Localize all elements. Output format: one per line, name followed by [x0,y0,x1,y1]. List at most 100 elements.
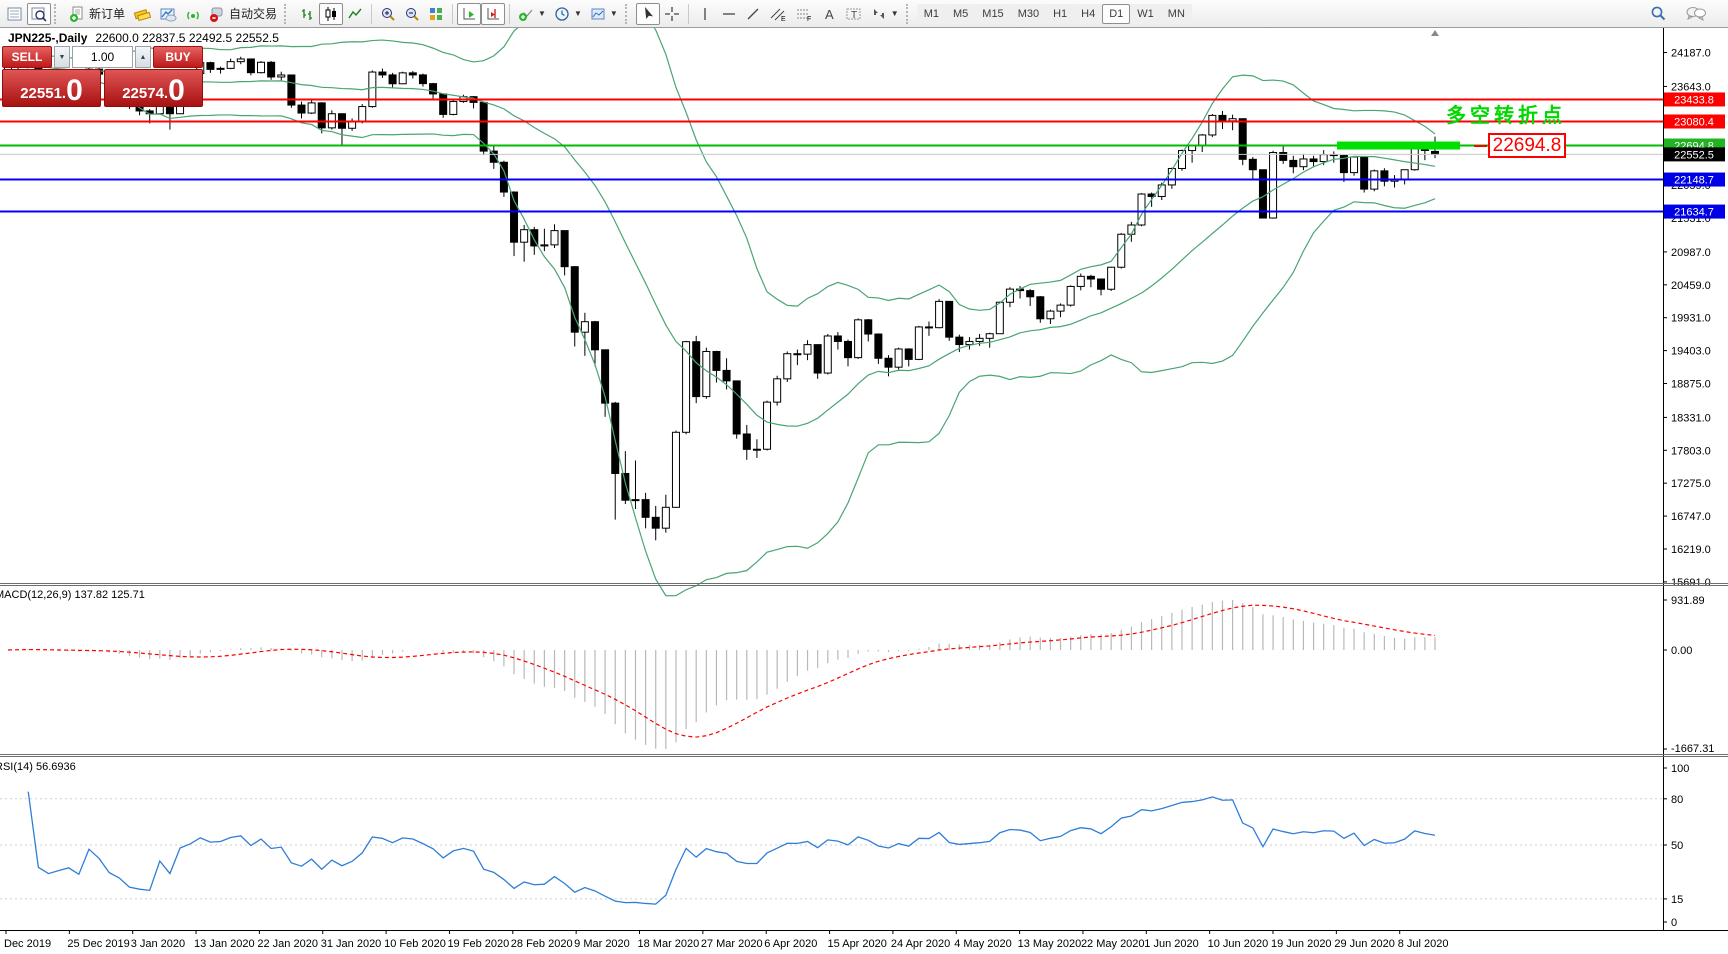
arrows-icon [873,8,884,19]
svg-text:0.00: 0.00 [1671,645,1692,657]
pane-splitters[interactable] [0,583,1728,931]
indicators-icon [519,9,533,21]
chart-shift-button[interactable] [481,2,506,25]
fibonacci-button[interactable]: F [791,3,817,25]
line-chart-button[interactable] [343,3,367,25]
svg-text:15 Apr 2020: 15 Apr 2020 [828,938,887,950]
svg-text:T: T [851,10,857,21]
svg-text:6 Apr 2020: 6 Apr 2020 [764,938,817,950]
text-button[interactable]: A [817,3,841,25]
date-axis[interactable]: Dec 2019 25 Dec 2019 3 Jan 2020 13 Jan 2020… [4,930,1448,950]
dropdown-caret-icon: ▼ [890,9,899,18]
highlight-bar[interactable] [1337,141,1460,150]
svg-text:9 Mar 2020: 9 Mar 2020 [574,938,630,950]
text-icon: A [825,7,834,22]
svg-text:100: 100 [1671,763,1689,775]
volume-decrease-button[interactable]: ▼ [54,46,70,68]
svg-text:18875.0: 18875.0 [1671,379,1711,391]
publish-button[interactable] [155,3,181,25]
timeframe-m30[interactable]: M30 [1010,3,1047,24]
candlestick-chart-icon [325,6,337,21]
price-callout-box[interactable]: 22694.8 [1488,133,1566,158]
vertical-line-icon [704,7,706,20]
price-axis[interactable]: 24187.023643.022059.021531.020987.020459… [1663,28,1725,930]
autotrading-label: 自动交易 [229,7,278,21]
sell-label: SELL [11,50,43,64]
timeframe-m15[interactable]: M15 [975,3,1011,24]
buy-button[interactable]: BUY [153,46,203,68]
svg-text:22552.5: 22552.5 [1674,149,1714,161]
spin-up-icon: ▲ [139,53,147,61]
toolbar-separator [371,3,373,24]
svg-text:20459.0: 20459.0 [1671,280,1711,292]
last-bar-marker-icon [1431,30,1439,36]
autotrading-icon [210,7,223,22]
search-button[interactable] [1646,3,1671,25]
text-label-button[interactable]: T [841,3,867,25]
price-badge [1664,204,1725,219]
price-badge [1664,147,1725,162]
sell-price-main: 22551. [20,85,67,102]
dropdown-caret-icon: ▼ [538,9,546,18]
price-badge [1664,92,1725,107]
arrows-button[interactable]: ▼ [867,3,903,25]
symbol-period-label: JPN225-,Daily [8,31,88,45]
toolbar-grip [54,3,60,24]
toolbar-grip [284,3,290,24]
templates-button[interactable]: ▼ [586,3,622,25]
timeframe-w1[interactable]: W1 [1130,3,1161,24]
charts-window-button[interactable] [3,3,27,25]
chart-cloud-icon [160,8,177,21]
bar-chart-icon [302,8,313,20]
svg-text:18331.0: 18331.0 [1671,412,1711,424]
cursor-arrow-icon [644,6,653,19]
deposit-button[interactable] [129,3,155,25]
cursor-button[interactable] [635,2,660,25]
callout-connector [1474,145,1487,147]
volume-input[interactable] [72,46,133,68]
timeframe-mn[interactable]: MN [1160,3,1192,24]
svg-text:21634.7: 21634.7 [1674,207,1714,219]
crosshair-button[interactable] [660,3,684,25]
zoom-in-icon [382,7,395,21]
svg-text:0: 0 [1671,917,1677,929]
timeframe-h4[interactable]: H4 [1074,3,1103,24]
timeframe-m1[interactable]: M1 [916,3,946,24]
volume-increase-button[interactable]: ▲ [135,46,151,68]
indicators-button[interactable]: ▼ [514,3,550,25]
timeframe-m5[interactable]: M5 [946,3,976,24]
svg-text:28 Feb 2020: 28 Feb 2020 [511,938,573,950]
chart-shift-icon [487,7,500,19]
horizontal-line-button[interactable] [717,3,741,25]
vertical-line-button[interactable] [693,3,717,25]
timeframe-h1[interactable]: H1 [1046,3,1075,24]
zoom-out-button[interactable] [400,3,424,25]
sell-price-display[interactable]: 22551. 0 [2,69,101,107]
spin-down-icon: ▼ [58,53,66,61]
tile-windows-button[interactable] [424,3,448,25]
bar-chart-button[interactable] [295,3,319,25]
buy-price-display[interactable]: 22574. 0 [104,69,203,107]
chat-button[interactable] [1681,3,1711,25]
horizontal-line-icon [722,12,735,15]
data-window-magnifier-icon [31,7,47,22]
periods-button[interactable]: ▼ [550,3,586,25]
trendline-button[interactable] [741,3,765,25]
svg-text:22 Jan 2020: 22 Jan 2020 [257,938,318,950]
data-window-button[interactable] [27,2,51,25]
auto-scroll-button[interactable] [457,2,482,25]
candlestick-chart-button[interactable] [319,2,344,25]
crosshair-icon [664,6,679,21]
zoom-in-button[interactable] [376,3,400,25]
svg-text:A: A [825,7,834,22]
main-toolbar: 新订单 自动交易 ▼ ▼ [0,0,1728,28]
signals-button[interactable] [181,3,205,25]
svg-text:27 Mar 2020: 27 Mar 2020 [701,938,763,950]
dropdown-caret-icon: ▼ [573,9,582,18]
equidistant-channel-button[interactable]: E [765,3,791,25]
autotrading-button[interactable]: 自动交易 [205,3,281,25]
new-order-button[interactable]: 新订单 [65,3,129,25]
chat-bubbles-icon [1686,7,1706,21]
sell-button[interactable]: SELL [2,46,52,68]
timeframe-d1[interactable]: D1 [1102,3,1131,24]
